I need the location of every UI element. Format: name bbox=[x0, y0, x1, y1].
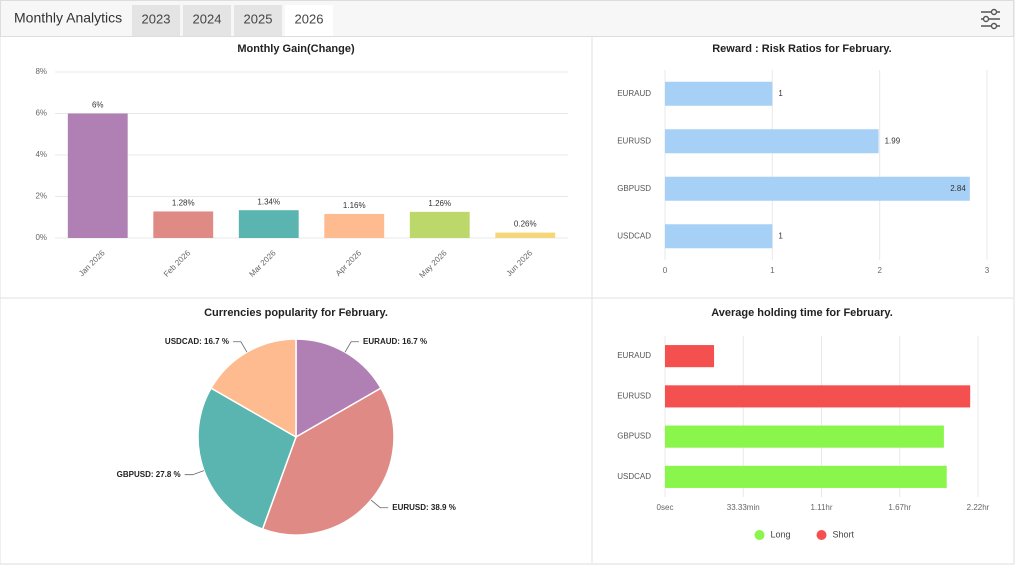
tab-label[interactable]: 2024 bbox=[193, 11, 222, 26]
x-tick-label: 3 bbox=[985, 266, 990, 275]
legend-swatch[interactable] bbox=[754, 530, 765, 540]
tab-label[interactable]: 2026 bbox=[295, 11, 324, 26]
y-tick-label: EURAUD bbox=[617, 89, 651, 98]
data-label: 1.34% bbox=[257, 197, 280, 206]
data-label: USDCAD: 16.7 % bbox=[165, 337, 229, 346]
chart-title: Monthly Gain(Change) bbox=[237, 43, 355, 55]
x-tick-label: 0sec bbox=[657, 503, 674, 512]
data-label: 1 bbox=[778, 231, 783, 240]
data-label: 2.84 bbox=[950, 184, 966, 193]
y-tick-label: USDCAD bbox=[617, 472, 651, 481]
bar bbox=[495, 232, 556, 238]
y-tick-label: EURAUD bbox=[617, 351, 651, 360]
data-label: GBPUSD: 27.8 % bbox=[117, 470, 181, 479]
y-tick-label: 4% bbox=[35, 150, 47, 159]
tab-label[interactable]: 2023 bbox=[142, 11, 171, 26]
bar bbox=[238, 210, 299, 238]
bar bbox=[409, 211, 470, 238]
data-label: 1 bbox=[778, 89, 783, 98]
y-tick-label: 0% bbox=[35, 233, 47, 242]
bar bbox=[665, 425, 944, 448]
data-label: EURAUD: 16.7 % bbox=[363, 337, 427, 346]
chart-title: Average holding time for February. bbox=[711, 307, 893, 319]
pie-slice bbox=[210, 338, 297, 439]
legend-swatch[interactable] bbox=[816, 530, 827, 540]
y-tick-label: GBPUSD bbox=[617, 184, 651, 193]
x-tick-label: 2 bbox=[877, 266, 882, 275]
x-tick-label: 0 bbox=[663, 266, 668, 275]
leader-line bbox=[370, 499, 389, 509]
bar bbox=[153, 211, 214, 238]
bar bbox=[665, 385, 971, 408]
leader-line bbox=[344, 341, 360, 353]
data-label: 1.99 bbox=[885, 136, 901, 145]
chart-title: Reward : Risk Ratios for February. bbox=[712, 43, 892, 55]
legend-label[interactable]: Long bbox=[771, 529, 791, 539]
data-label: 0.26% bbox=[514, 220, 537, 229]
tab[interactable] bbox=[132, 5, 180, 36]
chart-title: Currencies popularity for February. bbox=[204, 307, 388, 319]
tab[interactable] bbox=[285, 5, 333, 36]
data-label: 1.16% bbox=[343, 201, 366, 210]
y-tick-label: 2% bbox=[35, 192, 47, 201]
bar bbox=[324, 213, 385, 238]
tab[interactable] bbox=[183, 5, 231, 36]
x-tick-label: 2.22hr bbox=[967, 503, 990, 512]
bar bbox=[665, 81, 773, 106]
y-tick-label: 8% bbox=[35, 67, 47, 76]
data-label: 6% bbox=[92, 101, 104, 110]
x-tick-label: 1.11hr bbox=[810, 503, 832, 512]
y-tick-label: GBPUSD bbox=[617, 432, 651, 441]
bar bbox=[665, 465, 947, 488]
bar bbox=[665, 176, 970, 201]
tab-label[interactable]: 2025 bbox=[244, 11, 273, 26]
bar bbox=[665, 345, 715, 368]
pie-slice bbox=[295, 338, 382, 439]
y-tick-label: USDCAD bbox=[617, 231, 651, 240]
legend-label[interactable]: Short bbox=[833, 529, 855, 539]
data-label: 1.26% bbox=[428, 199, 451, 208]
y-tick-label: EURUSD bbox=[617, 136, 651, 145]
data-label: EURUSD: 38.9 % bbox=[392, 503, 456, 512]
x-tick-label: 33.33min bbox=[727, 503, 760, 512]
leader-line bbox=[184, 470, 205, 476]
y-tick-label: 6% bbox=[35, 109, 47, 118]
bar bbox=[665, 224, 773, 249]
header-title: Monthly Analytics bbox=[14, 10, 122, 26]
bar bbox=[665, 129, 879, 154]
leader-line bbox=[232, 341, 248, 353]
y-tick-label: EURUSD bbox=[617, 391, 651, 400]
x-tick-label: 1.67hr bbox=[888, 503, 911, 512]
x-tick-label: 1 bbox=[770, 266, 775, 275]
tab[interactable] bbox=[234, 5, 282, 36]
settings-icon[interactable] bbox=[981, 8, 1000, 30]
data-label: 1.28% bbox=[172, 199, 195, 208]
bar bbox=[67, 113, 128, 238]
